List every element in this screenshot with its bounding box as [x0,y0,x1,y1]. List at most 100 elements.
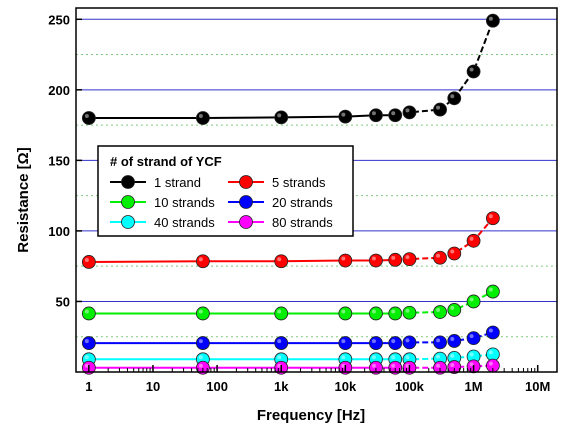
data-point [195,111,210,125]
data-point-highlight [371,309,376,314]
data-point [447,360,462,374]
data-point-highlight [391,111,396,116]
data-point [485,284,500,299]
data-point [466,64,481,79]
legend-label: 5 strands [272,175,326,190]
data-point [466,233,481,248]
data-point [388,252,403,267]
data-point [369,108,383,123]
series-layer [81,13,500,375]
data-point-highlight [341,363,346,368]
data-point [338,306,353,321]
data-point-highlight [371,355,376,360]
y-axis-label: Resistance [Ω] [15,147,32,252]
data-point-highlight [371,363,376,368]
data-point [402,252,417,267]
data-point-highlight [391,255,396,260]
legend-item: 40 strands [110,215,215,230]
data-point [447,334,462,348]
legend-item: 1 strand [110,175,201,190]
data-point-highlight [391,339,396,344]
data-point [388,336,403,350]
data-point [81,111,96,125]
legend-marker [121,195,135,209]
data-point [447,91,462,106]
data-point-highlight [391,309,396,314]
data-point [402,305,417,320]
legend-marker [121,175,135,189]
data-point-highlight [341,339,346,344]
data-point-highlight [277,257,282,262]
data-point [81,336,96,350]
data-point-highlight [450,249,455,254]
series-2 [81,211,500,269]
data-point [402,335,417,350]
data-point-highlight [436,308,441,313]
data-point [466,294,481,309]
data-point-highlight [450,353,455,358]
data-point [447,303,462,317]
data-point-highlight [341,256,346,261]
data-point [433,305,447,319]
data-point [485,13,500,28]
data-point [485,325,500,340]
legend-label: 20 strands [272,195,333,210]
data-point-highlight [488,361,493,366]
x-tick-label: 1M [465,379,483,394]
data-point [388,306,403,321]
legend-title: # of strand of YCF [110,154,222,169]
data-point-highlight [84,363,89,368]
legend-item: 20 strands [228,195,333,210]
legend-label: 10 strands [154,195,215,210]
data-point-highlight [84,339,89,344]
data-point [369,360,383,375]
data-point-highlight [198,363,203,368]
series-1 [81,13,500,125]
legend-item: 80 strands [228,215,333,230]
x-tick-label: 1k [274,379,289,394]
x-tick-label: 10 [146,379,160,394]
data-point-highlight [469,334,474,339]
data-point [274,306,289,321]
data-point-highlight [469,352,474,357]
data-point [195,336,210,350]
data-point-highlight [371,111,376,116]
data-point [81,255,96,269]
data-point [447,246,462,261]
data-point-highlight [436,253,441,258]
data-point-highlight [84,114,89,119]
data-point-highlight [469,236,474,241]
data-point [388,108,403,123]
data-point-highlight [84,309,89,314]
data-point-highlight [371,339,376,344]
data-point-highlight [371,256,376,261]
data-point [338,109,353,124]
data-point [338,336,353,350]
data-point [485,211,500,226]
data-point [433,360,447,375]
legend: # of strand of YCF 1 strand 5 strands 10 s… [97,145,354,237]
data-point-highlight [488,328,493,333]
series-4 [81,325,500,350]
legend-marker [121,215,135,229]
data-point-highlight [488,214,493,219]
data-point-highlight [469,297,474,302]
data-point-highlight [405,363,410,368]
data-point-highlight [450,336,455,341]
data-point-highlight [488,287,493,292]
data-point-highlight [436,105,441,110]
data-point [433,335,447,350]
data-point-highlight [277,355,282,360]
x-tick-label: 1 [85,379,92,394]
data-point-highlight [405,255,410,260]
data-point-highlight [436,338,441,343]
data-point [433,102,447,117]
legend-entries: 1 strand 5 strands 10 strands 20 strands 40 … [110,175,333,230]
data-point-highlight [391,363,396,368]
data-point-highlight [277,113,282,118]
legend-marker [239,195,253,209]
data-point [274,110,289,125]
data-point-highlight [469,362,474,367]
data-point-highlight [450,305,455,310]
